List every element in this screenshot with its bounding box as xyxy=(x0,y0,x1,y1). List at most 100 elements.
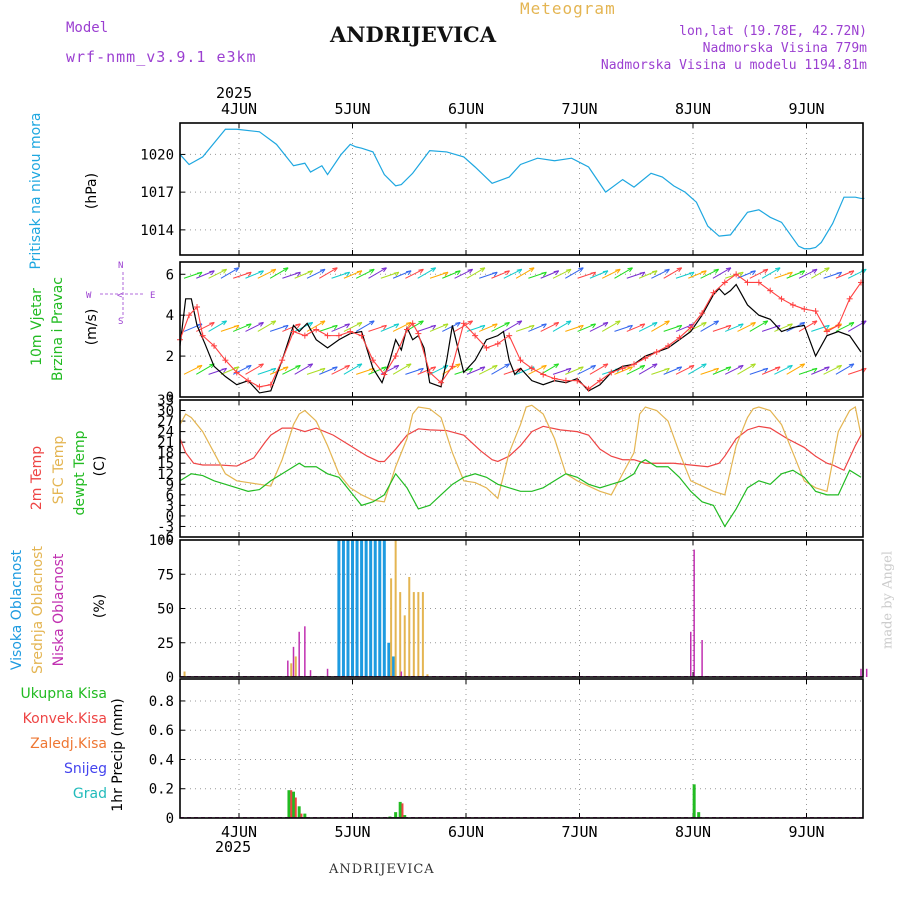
y-tick-label: 0 xyxy=(166,390,174,406)
y-tick-label: 0.8 xyxy=(149,694,174,710)
wind-arrow-head xyxy=(319,320,326,323)
wind-arrow-head xyxy=(467,268,473,271)
wind-arrow-head xyxy=(444,271,449,277)
wind-arrow-head xyxy=(690,365,695,370)
wind-arrow-head xyxy=(309,270,314,276)
wind-arrow-head xyxy=(270,320,276,323)
day-label-top: 4JUN xyxy=(221,100,257,118)
wind-arrow-head xyxy=(493,271,498,277)
wind-arrow-head xyxy=(418,268,424,271)
wind-arrow xyxy=(491,270,510,279)
wind-arrow-head xyxy=(504,363,510,366)
wind-arrow xyxy=(552,320,572,332)
wind-arrow xyxy=(651,320,670,332)
wind-arrow xyxy=(355,268,375,279)
cloud-mid-bar xyxy=(390,578,393,677)
wind-arrow-head xyxy=(702,363,707,369)
wind-arrow-head xyxy=(567,268,572,274)
wind-arrow-head xyxy=(356,321,362,324)
wind-arrow-head xyxy=(247,271,252,277)
wind-arrow xyxy=(565,267,584,279)
wind-arrow-head xyxy=(258,270,264,273)
wind-arrow xyxy=(786,363,805,375)
wind-arrow-head xyxy=(346,323,351,329)
wind-arrow-head xyxy=(346,365,351,370)
cloud-low-bar xyxy=(304,626,306,677)
precip-total-bar xyxy=(697,812,701,818)
wind-arrow-head xyxy=(664,268,670,271)
wind-arrow xyxy=(479,323,498,332)
wind-arrow xyxy=(663,267,682,279)
wind-arrow xyxy=(798,320,818,332)
wind-arrow-head xyxy=(296,271,301,277)
wind-arrow-head xyxy=(541,271,547,274)
wind-arrow-head xyxy=(383,267,387,273)
cloud-mid-bar xyxy=(394,540,397,677)
wind-arrow-head xyxy=(209,321,215,324)
wind-arrow-head xyxy=(592,365,596,370)
wind-arrow-head xyxy=(283,324,289,327)
cloud-low-bar xyxy=(860,668,862,677)
wind-arrow-head xyxy=(579,366,584,372)
wind-arrow xyxy=(688,363,707,375)
y-tick-label: 18 xyxy=(157,446,174,462)
wind-arrow-head xyxy=(641,365,646,370)
wind-arrow-head xyxy=(381,366,387,369)
wind-arrow-head xyxy=(506,270,510,276)
wind-arrow-head xyxy=(198,365,203,370)
panel-frame xyxy=(179,261,864,398)
wind-arrow-head xyxy=(233,324,239,327)
wind-arrow-head xyxy=(664,367,670,370)
wind-arrow xyxy=(638,321,658,332)
y-tick-label: 33 xyxy=(157,393,174,409)
wind-arrow xyxy=(245,270,264,279)
wind-arrow-head xyxy=(602,363,608,366)
wind-arrow xyxy=(183,364,203,375)
wind-arrow-head xyxy=(492,323,498,326)
cloud-low-bar xyxy=(287,660,289,677)
wind-arrow-head xyxy=(518,268,523,274)
y-tick-label: 0 xyxy=(166,811,174,827)
wind-arrow-head xyxy=(196,364,203,367)
wind-arrow xyxy=(196,270,215,279)
wind-arrow-head xyxy=(762,320,768,323)
wind-arrow-head xyxy=(604,322,609,327)
wind-arrow-head xyxy=(283,267,289,270)
wind-arrow xyxy=(208,268,227,279)
wind-arrow-head xyxy=(455,321,461,324)
y-tick-label: -3 xyxy=(157,519,174,535)
wind-arrow-head xyxy=(455,363,461,366)
wind-arrow-head xyxy=(284,366,289,372)
wind-arrow-head xyxy=(725,366,731,369)
wind-arrow-head xyxy=(529,267,535,270)
wind-arrow xyxy=(675,364,695,375)
wind-arrow-head xyxy=(715,320,719,326)
wind-arrow-head xyxy=(850,270,855,276)
wind-arrow-head xyxy=(493,323,498,329)
page-title: ANDRIJEVICA xyxy=(330,22,497,47)
wind-arrow-head xyxy=(516,320,522,323)
wind-arrow xyxy=(725,323,744,332)
wind-arrow-head xyxy=(578,324,584,327)
wind-arrow xyxy=(626,323,645,332)
wind-arrow xyxy=(601,320,621,332)
y-tick-label: 1014 xyxy=(140,223,174,239)
wind-arrow xyxy=(663,366,682,375)
wind-arrow-head xyxy=(848,363,854,366)
cloud-high-bar xyxy=(378,540,382,677)
wind-arrow xyxy=(392,270,412,279)
precip-total-bar xyxy=(297,806,301,818)
wind-arrow-head xyxy=(688,364,695,367)
wind-arrow-head xyxy=(615,320,621,323)
wind-arrow-head xyxy=(456,270,461,276)
wind-arrow-head xyxy=(811,320,818,323)
wind-arrow-head xyxy=(592,271,596,277)
wind-arrow-head xyxy=(615,268,621,271)
wind-arrow xyxy=(233,323,252,332)
day-label-bottom: 7JUN xyxy=(561,823,597,841)
wind-arrow xyxy=(811,267,830,279)
wind-arrow xyxy=(245,363,264,375)
wind-arrow-head xyxy=(381,324,387,327)
wind-arrow xyxy=(724,364,744,375)
wind-arrow-head xyxy=(246,323,252,326)
